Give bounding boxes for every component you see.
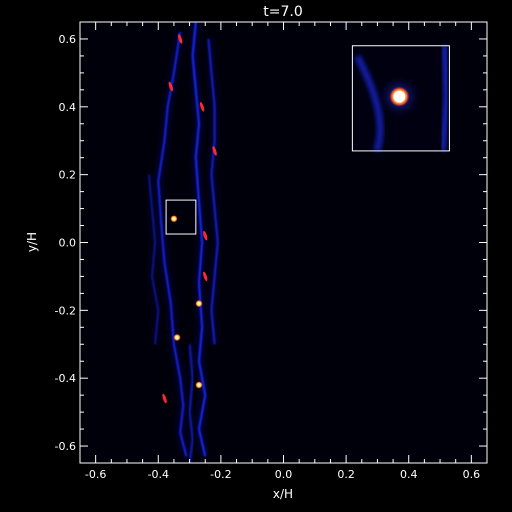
- y-tick-label: -0.4: [55, 372, 76, 385]
- hot-streak-4: [203, 230, 208, 241]
- filament-layer: [144, 22, 223, 463]
- hot-spot-layer: [162, 34, 217, 404]
- x-tick-label: 0.2: [337, 468, 355, 481]
- inset-frame: [351, 45, 450, 152]
- inset-filament-right: [439, 45, 450, 152]
- hot-streak-6: [162, 393, 167, 404]
- x-axis-label: x/H: [273, 487, 293, 501]
- x-tick-label: -0.4: [148, 468, 169, 481]
- x-tick-label: -0.2: [210, 468, 231, 481]
- y-tick-label: -0.6: [55, 440, 76, 453]
- filament-core-0: [157, 32, 188, 457]
- dense-clump-9: [173, 333, 181, 342]
- inset-clump-core: [393, 90, 406, 103]
- zoom-layer: [165, 45, 450, 235]
- filament-core-1: [191, 22, 207, 457]
- x-tick-label: 0.0: [275, 468, 293, 481]
- dense-clump-7: [170, 215, 178, 223]
- y-tick-label: 0.0: [59, 237, 77, 250]
- hot-streak-5: [203, 271, 208, 282]
- filament-core-3: [147, 174, 160, 345]
- tick-layer: -0.6 -0.4 -0.2 0.0 0.2 0.4 0.6 -0.6 -0.4 -0.2 0.0 0…: [55, 21, 488, 481]
- dense-clump-10: [195, 381, 203, 389]
- hot-streak-3: [212, 146, 217, 156]
- y-tick-label: 0.2: [59, 169, 77, 182]
- x-tick-label: 0.6: [463, 468, 481, 481]
- zoom-region-box: [165, 199, 197, 235]
- filament-core-4: [188, 344, 194, 463]
- x-tick-label: -0.6: [85, 468, 106, 481]
- hot-streak-0: [178, 34, 183, 44]
- x-tick-label: 0.4: [400, 468, 418, 481]
- y-axis-label: y/H: [25, 232, 39, 252]
- y-tick-label: -0.2: [55, 304, 76, 317]
- inset-filament-left: [354, 54, 384, 153]
- dense-clump-8: [195, 299, 203, 308]
- y-tick-label: 0.6: [59, 33, 77, 46]
- plot-title: t=7.0: [263, 4, 302, 20]
- y-tick-label: 0.4: [59, 101, 77, 114]
- hot-streak-2: [199, 102, 205, 112]
- filament-core-2: [207, 38, 219, 345]
- hot-streak-1: [168, 81, 173, 92]
